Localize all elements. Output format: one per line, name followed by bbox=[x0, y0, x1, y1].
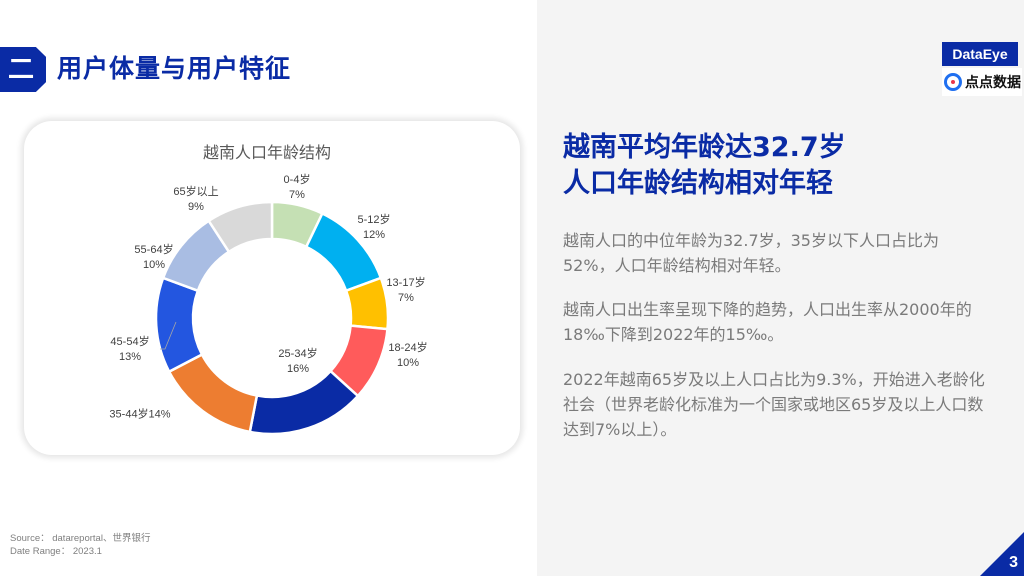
slice-label: 25-34岁 16% bbox=[278, 347, 317, 377]
slice-label: 0-4岁 7% bbox=[284, 173, 311, 203]
slice-label: 65岁以上 9% bbox=[173, 185, 218, 215]
slice-label-name: 65岁以上 bbox=[173, 186, 219, 198]
slice-label-value: 9% bbox=[188, 201, 204, 213]
slice-label: 45-54岁 13% bbox=[110, 335, 149, 365]
page-number: 3 bbox=[1009, 554, 1018, 571]
diandian-logo-text: 点点数据 bbox=[965, 75, 1021, 91]
diandian-logo-icon bbox=[944, 73, 962, 91]
paragraph-median-age: 越南人口的中位年龄为32.7岁，35岁以下人口占比为52%，人口年龄结构相对年轻… bbox=[563, 231, 939, 275]
paragraph-birth-rate: 越南人口出生率呈现下降的趋势，人口出生率从2000年的18‰下降到2022年的1… bbox=[563, 300, 972, 344]
slice-label-value: 10% bbox=[142, 259, 166, 271]
slice-label-name: 5-12岁 bbox=[357, 214, 391, 226]
headline: 越南平均年龄达32.7岁 人口年龄结构相对年轻 bbox=[563, 130, 846, 202]
section-number: 二 bbox=[7, 54, 34, 85]
slice-label-value: 16% bbox=[286, 363, 310, 375]
chart-title: 越南人口年龄结构 bbox=[202, 143, 331, 162]
slice-label: 18-24岁 10% bbox=[388, 341, 427, 371]
source-text: Source： datareportal、世界银行 bbox=[10, 533, 151, 544]
slice-label: 13-17岁 7% bbox=[386, 276, 425, 306]
chart-card bbox=[24, 121, 520, 455]
slice-label-name: 45-54岁 bbox=[110, 336, 150, 348]
slice-label: 55-64岁 10% bbox=[134, 243, 173, 273]
slice-label-value: 7% bbox=[398, 292, 414, 304]
slice-label-value: 12% bbox=[362, 229, 386, 241]
headline-line-1: 越南平均年龄达32.7岁 bbox=[563, 132, 846, 163]
footer-source: Source： datareportal、世界银行 Date Range： 20… bbox=[10, 532, 150, 558]
section-number-badge: 二 bbox=[0, 47, 46, 92]
slice-label-value: 13% bbox=[118, 351, 142, 363]
paragraph-aging: 2022年越南65岁及以上人口占比为9.3%，开始进入老龄化社会（世界老龄化标准… bbox=[563, 370, 985, 439]
date-range-text: Date Range： 2023.1 bbox=[10, 546, 102, 557]
headline-line-2: 人口年龄结构相对年轻 bbox=[563, 168, 833, 199]
slice-label-value: 7% bbox=[289, 189, 305, 201]
dataeye-logo: DataEye bbox=[942, 42, 1018, 66]
slice-label-name: 0-4岁 bbox=[283, 174, 311, 186]
slice-label-name: 13-17岁 bbox=[386, 277, 426, 289]
summary-panel bbox=[537, 0, 1024, 576]
slice-label: 35-44岁14% bbox=[109, 408, 171, 421]
slice-label-name: 55-64岁 bbox=[134, 244, 174, 256]
slice-label-name: 18-24岁 bbox=[388, 342, 428, 354]
slice-label-name: 25-34岁 bbox=[278, 348, 318, 360]
section-title: 用户体量与用户特征 bbox=[57, 54, 292, 83]
diandian-logo: 点点数据 bbox=[942, 68, 1022, 96]
slice-label-value: 10% bbox=[396, 357, 420, 369]
slice-label: 5-12岁 12% bbox=[357, 213, 390, 243]
